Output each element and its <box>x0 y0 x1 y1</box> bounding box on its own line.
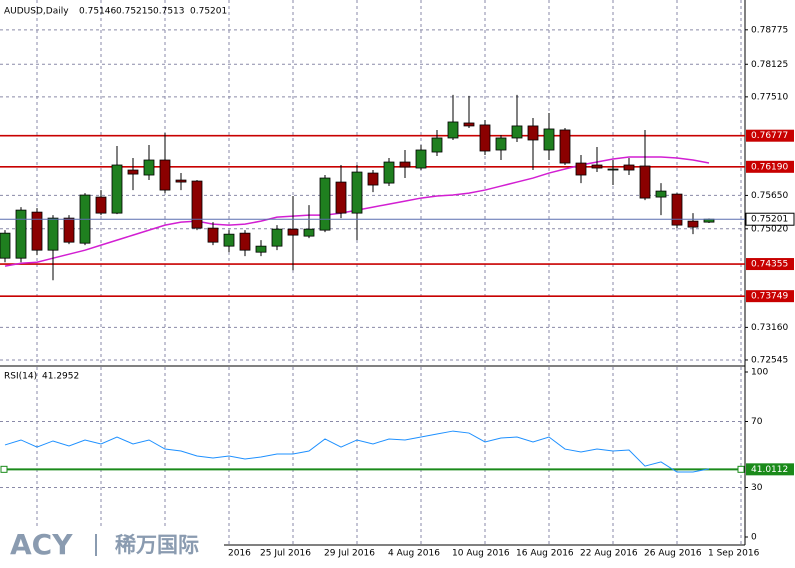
candle-body <box>463 122 475 127</box>
candle-body <box>495 137 507 151</box>
candle-body <box>15 209 27 259</box>
candle-body <box>319 177 331 231</box>
candle-body <box>175 179 187 183</box>
y-tick-label: 0.72545 <box>751 355 788 365</box>
y-tick-label: 0.78125 <box>751 60 788 70</box>
candle-body <box>591 164 603 169</box>
candle-body <box>287 228 299 236</box>
header-close: 0.75201 <box>190 7 227 17</box>
x-tick-label: 29 Jul 2016 <box>324 549 375 559</box>
candle-body <box>527 125 539 141</box>
y-tick-label: 0.75020 <box>751 224 788 234</box>
y-tick-label: 0.78775 <box>751 25 788 35</box>
candle-body <box>399 161 411 168</box>
candle-body <box>543 128 555 151</box>
logo-name: 稀万国际 <box>115 533 199 557</box>
candle-body <box>479 124 491 152</box>
rsi-level-label: 41.0112 <box>751 465 788 475</box>
candle-body <box>47 217 59 251</box>
level-label-box <box>746 160 794 173</box>
candle-body <box>159 159 171 191</box>
candle-body <box>63 217 75 243</box>
candle-body <box>351 171 363 214</box>
header-high: 0.75215 <box>116 7 153 17</box>
x-tick-label: 16 Aug 2016 <box>516 549 574 559</box>
x-tick-label: 25 Jul 2016 <box>260 549 311 559</box>
candle-body <box>255 245 267 253</box>
level-handle <box>0 465 8 473</box>
header-open: 0.75146 <box>79 7 116 17</box>
candle-body <box>111 164 123 214</box>
y-tick-label: 0 <box>751 533 757 543</box>
candle-body <box>31 211 43 251</box>
candle-body <box>127 169 139 175</box>
candle-body <box>639 165 651 199</box>
logo-background <box>0 527 224 568</box>
x-tick-label: 4 Aug 2016 <box>388 549 440 559</box>
price-label-box <box>745 212 795 226</box>
candle-body <box>559 129 571 164</box>
x-tick-label: 1 Sep 2016 <box>708 549 760 559</box>
candle-body <box>655 190 667 198</box>
level-label-box <box>746 129 794 142</box>
level-handle <box>737 465 745 473</box>
y-tick-label: 100 <box>751 368 768 378</box>
level-label: 0.76190 <box>751 162 788 172</box>
logo-brand: ACY <box>10 528 73 561</box>
level-label-box <box>746 290 794 303</box>
candle-body <box>447 121 459 139</box>
candle-body <box>239 232 251 251</box>
level-label-box <box>746 258 794 271</box>
header-low: 0.7513 <box>153 7 185 17</box>
rsi-title: RSI(14) <box>4 372 37 382</box>
rsi-level-box <box>746 463 794 476</box>
x-tick-label: 26 Aug 2016 <box>644 549 702 559</box>
candle-body <box>607 168 619 171</box>
candle-body <box>415 149 427 169</box>
price-label: 0.75201 <box>751 215 788 225</box>
x-tick-label: 10 Aug 2016 <box>452 549 510 559</box>
chart-title: AUDUSD,Daily <box>4 7 69 17</box>
y-tick-label: 0.75650 <box>751 191 788 201</box>
level-label: 0.73749 <box>751 292 788 302</box>
candle-body <box>95 196 107 214</box>
candle-body <box>511 125 523 139</box>
candle-body <box>223 233 235 247</box>
y-tick-label: 70 <box>751 417 763 427</box>
level-label: 0.74355 <box>751 260 788 270</box>
candle-body <box>575 162 587 176</box>
candle-body <box>671 193 683 226</box>
candle-body <box>335 181 347 214</box>
y-tick-label: 30 <box>751 483 763 493</box>
level-label: 0.76777 <box>751 131 788 141</box>
candle-body <box>431 137 443 153</box>
candle-body <box>687 220 699 228</box>
candle-body <box>623 164 635 171</box>
rsi-line <box>4 430 710 473</box>
y-tick-label: 0.77510 <box>751 92 788 102</box>
candle-body <box>0 232 11 259</box>
candle-body <box>367 172 379 186</box>
x-tick-label: 2016 <box>228 549 251 559</box>
logo-divider <box>95 534 97 556</box>
candle-body <box>143 159 155 176</box>
rsi-value: 41.2952 <box>42 372 79 382</box>
candle-body <box>303 228 315 237</box>
candle-body <box>207 227 219 243</box>
y-tick-label: 0.73160 <box>751 323 788 333</box>
candle-body <box>191 180 203 229</box>
candle-body <box>271 228 283 247</box>
candle-body <box>383 161 395 184</box>
x-tick-label: 22 Aug 2016 <box>580 549 638 559</box>
